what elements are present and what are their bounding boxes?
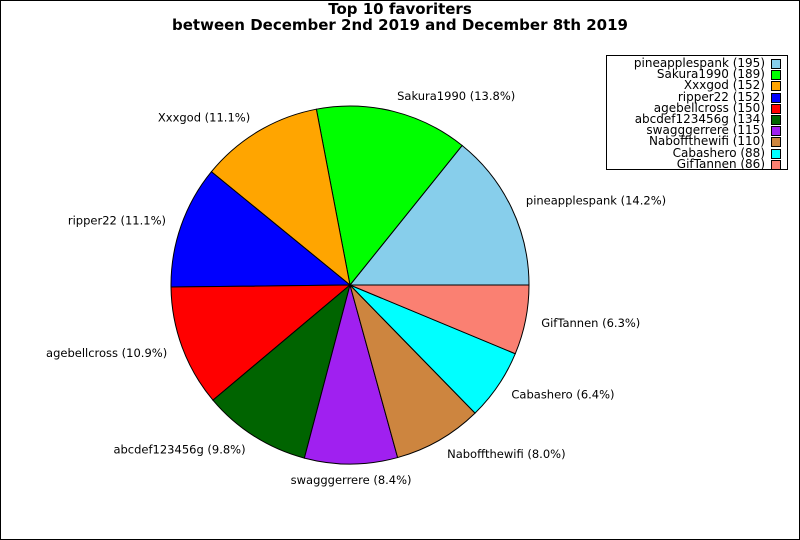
legend-swatch	[771, 81, 781, 92]
slice-label-sakura1990: Sakura1990 (13.8%)	[397, 89, 515, 103]
pie-slice-ripper22	[170, 171, 352, 288]
legend-item-abcdef123456g: abcdef123456g (134)	[607, 111, 787, 126]
legend-item-pineapplespank: pineapplespank (195)	[607, 56, 787, 70]
chart-title: Top 10 favoriters between December 2nd 2…	[0, 1, 800, 33]
slice-label-swagggerrere: swagggerrere (8.4%)	[291, 473, 412, 487]
legend-swatch	[771, 103, 781, 114]
pie-slice-swagggerrere	[303, 283, 399, 465]
legend-swatch	[771, 126, 781, 137]
slice-label-xxxgod: Xxxgod (11.1%)	[158, 111, 250, 125]
legend: pineapplespank (195) Sakura1990 (189) Xxxg…	[606, 55, 788, 170]
legend-swatch	[771, 137, 781, 148]
pie-slice-pineapplespank	[348, 144, 530, 286]
slice-label-pineapplespank: pineapplespank (14.2%)	[526, 194, 666, 208]
legend-label: ripper22 (152)	[677, 89, 765, 104]
legend-label: agebellcross (150)	[653, 100, 765, 115]
chart-title-line-2: between December 2nd 2019 and December 8…	[172, 16, 628, 34]
legend-swatch	[771, 70, 781, 81]
legend-swatch	[771, 114, 781, 125]
legend-item-sakura1990: Sakura1990 (189)	[607, 67, 787, 82]
chart-title-line-1: Top 10 favoriters	[328, 0, 472, 18]
legend-swatch	[771, 159, 781, 170]
legend-label: Xxxgod (152)	[683, 78, 765, 93]
legend-item-ripper22: ripper22 (152)	[607, 89, 787, 104]
legend-swatch	[771, 59, 781, 69]
legend-swatch	[771, 92, 781, 103]
legend-label: Naboffthewifi (110)	[648, 134, 765, 149]
legend-item-cabashero: Cabashero (88)	[607, 145, 787, 160]
legend-swatch	[771, 148, 781, 159]
legend-item-giftannen: GifTannen (86)	[607, 156, 787, 171]
legend-label: Cabashero (88)	[672, 145, 765, 160]
pie-slice-sakura1990	[315, 105, 463, 287]
pie-slice-xxxgod	[210, 108, 351, 287]
legend-label: Sakura1990 (189)	[656, 67, 765, 82]
slice-label-abcdef123456g: abcdef123456g (9.8%)	[113, 443, 245, 457]
slice-label-naboffthewifi: Naboffthewifi (8.0%)	[447, 447, 565, 461]
legend-item-agebellcross: agebellcross (150)	[607, 100, 787, 115]
legend-item-naboffthewifi: Naboffthewifi (110)	[607, 134, 787, 149]
legend-label: pineapplespank (195)	[633, 56, 765, 70]
slice-label-cabashero: Cabashero (6.4%)	[511, 387, 614, 401]
pie-slice-naboffthewifi	[349, 284, 476, 459]
slice-label-agebellcross: agebellcross (10.9%)	[46, 346, 167, 360]
pie-slice-agebellcross	[170, 284, 352, 401]
legend-item-swagggerrere: swagggerrere (115)	[607, 123, 787, 138]
slice-label-ripper22: ripper22 (11.1%)	[68, 214, 166, 228]
legend-label: swagggerrere (115)	[646, 123, 765, 138]
legend-label: abcdef123456g (134)	[634, 111, 765, 126]
legend-item-xxxgod: Xxxgod (152)	[607, 78, 787, 93]
pie-slice-giftannen	[349, 284, 530, 355]
legend-label: GifTannen (86)	[676, 156, 765, 171]
slice-label-giftannen: GifTannen (6.3%)	[541, 316, 640, 330]
